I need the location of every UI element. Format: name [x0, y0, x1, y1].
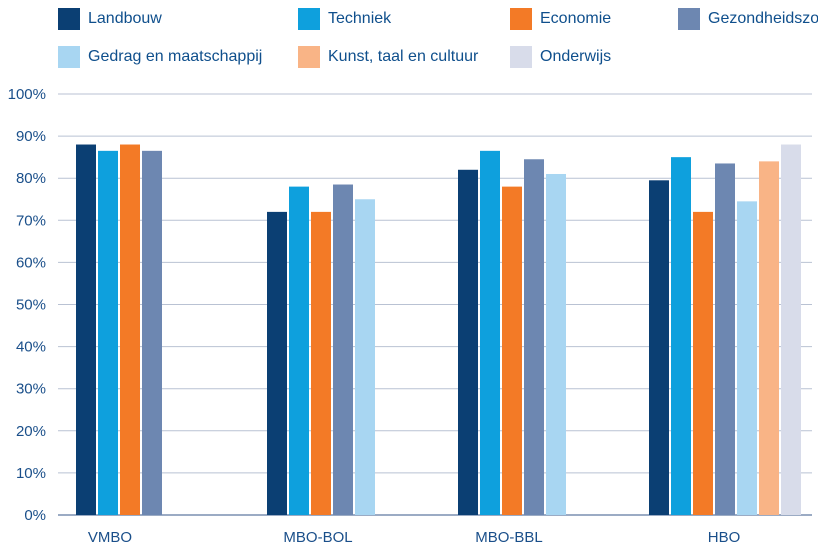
bar [76, 144, 96, 515]
y-tick-label: 100% [8, 86, 46, 103]
legend-swatch [58, 46, 80, 68]
bar [98, 150, 118, 515]
legend-label: Gedrag en maatschappij [88, 48, 263, 65]
legend-item: Economie [510, 6, 611, 32]
y-tick-label: 70% [16, 212, 46, 229]
legend-swatch [510, 46, 532, 68]
y-tick-label: 0% [24, 507, 46, 524]
bar [311, 211, 331, 515]
bar [546, 173, 566, 516]
legend-swatch [510, 8, 532, 30]
legend-item: Onderwijs [510, 44, 611, 70]
bar [502, 186, 522, 515]
legend-label: Kunst, taal en cultuur [328, 48, 479, 65]
legend-swatch [298, 8, 320, 30]
bar [715, 163, 735, 515]
y-tick-label: 90% [16, 128, 46, 145]
bar [759, 161, 779, 516]
legend-label: Landbouw [88, 10, 162, 27]
x-category-label: HBO [708, 529, 741, 546]
y-tick-label: 60% [16, 254, 46, 271]
bar [458, 169, 478, 515]
bar [693, 211, 713, 515]
bar [267, 211, 287, 515]
bar [480, 150, 500, 515]
y-tick-label: 10% [16, 465, 46, 482]
legend-label: Techniek [328, 10, 392, 27]
bar [524, 159, 544, 515]
bar [355, 199, 375, 515]
legend-label: Economie [540, 10, 612, 27]
bar [142, 150, 162, 515]
bar [649, 180, 669, 515]
y-tick-label: 80% [16, 170, 46, 187]
y-tick-label: 30% [16, 381, 46, 398]
legend: Landbouw Techniek Economie Gezondheidszorg G… [0, 0, 818, 80]
legend-label: Gezondheidszorg [708, 10, 818, 27]
y-tick-label: 40% [16, 339, 46, 356]
x-category-label: MBO-BBL [475, 529, 543, 546]
legend-swatch [298, 46, 320, 68]
bar [120, 144, 140, 515]
bar [671, 157, 691, 515]
y-tick-label: 50% [16, 297, 46, 314]
legend-item: Landbouw [58, 6, 162, 32]
legend-item: Techniek [298, 6, 391, 32]
legend-item: Gezondheidszorg [678, 6, 818, 32]
x-category-label: MBO-BOL [283, 529, 352, 546]
y-tick-label: 20% [16, 423, 46, 440]
legend-swatch [58, 8, 80, 30]
bar [333, 184, 353, 515]
legend-item: Kunst, taal en cultuur [298, 44, 478, 70]
bar [289, 186, 309, 515]
legend-swatch [678, 8, 700, 30]
legend-label: Onderwijs [540, 48, 612, 65]
x-category-label: VMBO [88, 529, 132, 546]
bar [737, 201, 757, 516]
legend-item: Gedrag en maatschappij [58, 44, 262, 70]
bar [781, 144, 801, 515]
